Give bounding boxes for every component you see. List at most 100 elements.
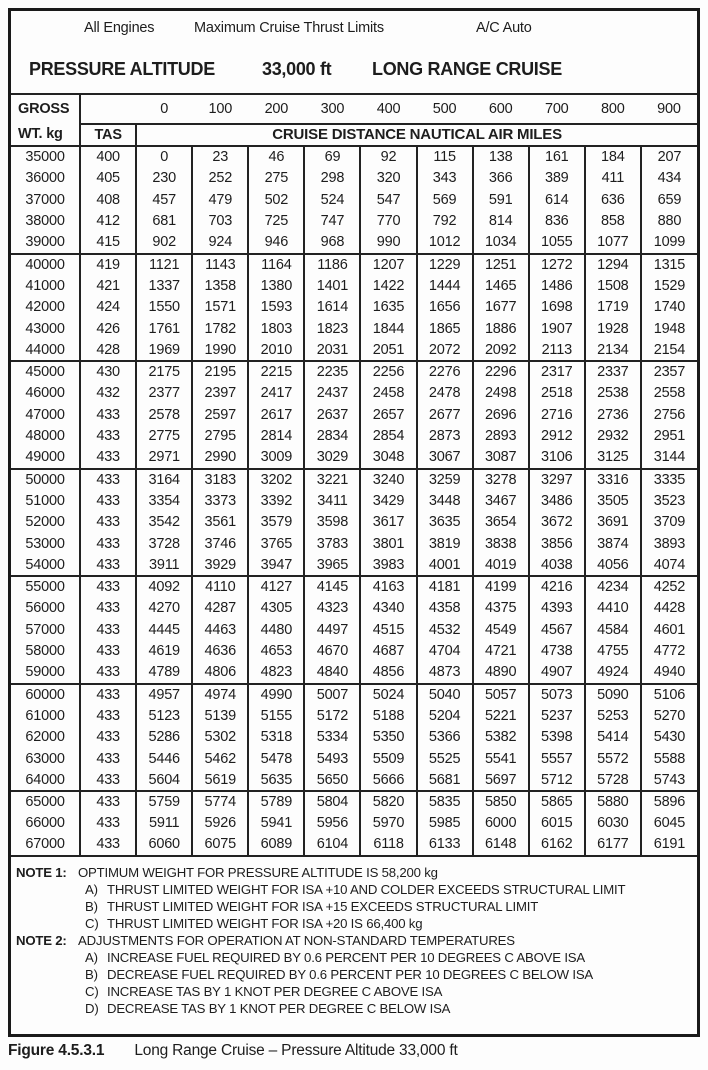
table-row: 63000 433 5446 5462 5478 5493 5509 5525 5541 5557… bbox=[11, 748, 697, 770]
distance-cell: 5139 bbox=[191, 705, 249, 727]
distance-cell: 4199 bbox=[471, 575, 529, 598]
distance-cell: 207 bbox=[639, 146, 697, 168]
distance-cell: 1358 bbox=[191, 275, 249, 297]
distance-cell: 69 bbox=[303, 146, 361, 168]
note-label: A) bbox=[85, 949, 98, 965]
distance-cell: 5204 bbox=[415, 705, 473, 727]
distance-cell: 2617 bbox=[247, 404, 305, 426]
distance-cell: 3819 bbox=[415, 533, 473, 555]
distance-cell: 3965 bbox=[303, 554, 361, 576]
distance-cell: 1614 bbox=[303, 296, 361, 318]
distance-cell: 2051 bbox=[359, 339, 417, 361]
distance-cell: 5850 bbox=[471, 790, 529, 813]
table-row: 52000 433 3542 3561 3579 3598 3617 3635 3654 3672… bbox=[11, 511, 697, 533]
distance-cell: 1529 bbox=[639, 275, 697, 297]
distance-cell: 5462 bbox=[191, 748, 249, 770]
distance-cell: 3983 bbox=[359, 554, 417, 576]
distance-cell: 1740 bbox=[639, 296, 697, 318]
distance-cell: 2518 bbox=[527, 382, 585, 404]
note-text: OPTIMUM WEIGHT FOR PRESSURE ALTITUDE IS … bbox=[78, 864, 438, 880]
note-label: D) bbox=[85, 1000, 99, 1016]
distance-cell: 3354 bbox=[135, 490, 193, 512]
gross-weight-cell: 60000 bbox=[11, 682, 81, 705]
distance-cell: 3728 bbox=[135, 533, 193, 555]
distance-cell: 3067 bbox=[415, 447, 473, 469]
distance-cell: 389 bbox=[527, 167, 585, 189]
distance-cell: 5541 bbox=[471, 748, 529, 770]
distance-cell: 2814 bbox=[247, 425, 305, 447]
tas-cell: 408 bbox=[79, 189, 137, 211]
note-item: B) THRUST LIMITED WEIGHT FOR ISA +15 EXCE… bbox=[16, 898, 693, 915]
distance-cell: 5743 bbox=[639, 769, 697, 791]
tas-cell: 433 bbox=[79, 467, 137, 490]
distance-cell: 3635 bbox=[415, 511, 473, 533]
distance-cell: 5759 bbox=[135, 790, 193, 813]
gross-weight-cell: 50000 bbox=[11, 467, 81, 490]
distance-cell: 4721 bbox=[471, 640, 529, 662]
tas-cell: 433 bbox=[79, 812, 137, 834]
distance-cell: 366 bbox=[471, 167, 529, 189]
distance-cell: 92 bbox=[359, 146, 417, 168]
distance-cell: 1719 bbox=[583, 296, 641, 318]
long-range-cruise-label: LONG RANGE CRUISE bbox=[372, 59, 562, 79]
note-item: A) INCREASE FUEL REQUIRED BY 0.6 PERCENT … bbox=[16, 949, 693, 966]
distance-cell: 5619 bbox=[191, 769, 249, 791]
distance-cell: 4789 bbox=[135, 662, 193, 684]
distance-cell: 2951 bbox=[639, 425, 697, 447]
distance-cell: 1677 bbox=[471, 296, 529, 318]
note-text: THRUST LIMITED WEIGHT FOR ISA +20 IS 66,… bbox=[107, 915, 423, 931]
gross-weight-cell: 58000 bbox=[25, 643, 65, 660]
distance-cell: 4305 bbox=[247, 597, 305, 619]
tas-cell: 405 bbox=[79, 167, 137, 189]
distance-cell: 2417 bbox=[247, 382, 305, 404]
tas-cell: 419 bbox=[79, 252, 137, 275]
distance-cell: 5604 bbox=[135, 769, 193, 791]
distance-cell: 1844 bbox=[359, 318, 417, 340]
distance-cell: 5525 bbox=[415, 748, 473, 770]
distance-cell: 3392 bbox=[247, 490, 305, 512]
distance-cell: 4584 bbox=[583, 619, 641, 641]
distance-cell: 4532 bbox=[415, 619, 473, 641]
table-row: 39000 415 902 924 946 968 990 1012 1034 1055 1077 1… bbox=[11, 232, 697, 254]
distance-cell: 4856 bbox=[359, 662, 417, 684]
tas-cell: 433 bbox=[79, 447, 137, 469]
distance-cell: 3164 bbox=[135, 467, 193, 490]
distance-cell: 6177 bbox=[583, 834, 641, 856]
distance-cell: 3029 bbox=[303, 447, 361, 469]
distance-cell: 4252 bbox=[639, 575, 697, 598]
distance-cell: 2175 bbox=[135, 360, 193, 383]
figure-title: Long Range Cruise – Pressure Altitude 33… bbox=[134, 1042, 458, 1059]
distance-cell: 1164 bbox=[247, 252, 305, 275]
note-label: B) bbox=[85, 898, 98, 914]
table-row: 60000 433 4957 4974 4990 5007 5024 5040 5057 5073… bbox=[11, 682, 697, 705]
distance-cell: 3467 bbox=[471, 490, 529, 512]
distance-cell: 5789 bbox=[247, 790, 305, 813]
distance-column-header: 900 bbox=[640, 94, 697, 125]
distance-cell: 3801 bbox=[359, 533, 417, 555]
distance-cell: 138 bbox=[471, 146, 529, 168]
table-row: 43000 426 1761 1782 1803 1823 1844 1865 1886 1907… bbox=[11, 318, 697, 340]
distance-cell: 5398 bbox=[527, 726, 585, 748]
note-item: A) THRUST LIMITED WEIGHT FOR ISA +10 AND … bbox=[16, 881, 693, 898]
distance-column-header: 500 bbox=[416, 94, 473, 125]
distance-cell: 4092 bbox=[135, 575, 193, 598]
distance-cell: 4957 bbox=[135, 682, 193, 705]
distance-cell: 4653 bbox=[247, 640, 305, 662]
gross-weight-cell: 43000 bbox=[25, 320, 65, 337]
tas-cell: 424 bbox=[79, 296, 137, 318]
distance-cell: 792 bbox=[415, 210, 473, 232]
distance-cell: 3838 bbox=[471, 533, 529, 555]
distance-cell: 968 bbox=[303, 232, 361, 254]
distance-cell: 614 bbox=[527, 189, 585, 211]
tas-cell: 433 bbox=[79, 662, 137, 684]
distance-cell: 547 bbox=[359, 189, 417, 211]
tas-cell: 433 bbox=[79, 640, 137, 662]
distance-cell: 4428 bbox=[639, 597, 697, 619]
distance-cell: 5057 bbox=[471, 682, 529, 705]
distance-cell: 2337 bbox=[583, 360, 641, 383]
distance-cell: 2912 bbox=[527, 425, 585, 447]
distance-cell: 4940 bbox=[639, 662, 697, 684]
distance-cell: 2010 bbox=[247, 339, 305, 361]
distance-cell: 2437 bbox=[303, 382, 361, 404]
distance-cell: 2215 bbox=[247, 360, 305, 383]
